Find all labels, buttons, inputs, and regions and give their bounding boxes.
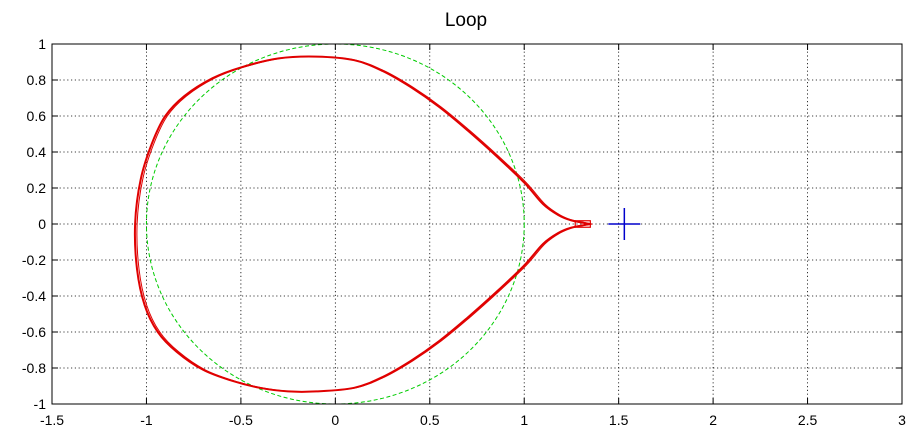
plot-frame <box>51 43 903 405</box>
series-layer <box>133 43 641 405</box>
x-tick-label: 3 <box>898 412 906 428</box>
x-tick-label: 1.5 <box>609 412 629 428</box>
grid <box>52 44 902 404</box>
loop-curve <box>133 55 591 393</box>
x-tick-label: 0.5 <box>420 412 440 428</box>
loop-curve-trace <box>136 56 593 393</box>
y-tick-label: -0.4 <box>22 288 46 304</box>
y-tick-label: 0.4 <box>27 144 47 160</box>
x-tick-label: -0.5 <box>229 412 253 428</box>
tick-layer: -1.5 -1 -0.5 0 0.5 1 1.5 2 2.5 3-1-0.8-0.6-0.4-0.… <box>22 36 906 428</box>
y-tick-label: 0.6 <box>27 108 47 124</box>
x-tick-label: 2 <box>709 412 717 428</box>
y-tick-label: 1 <box>38 36 46 52</box>
y-tick-label: 0.8 <box>27 72 47 88</box>
x-tick-label: 0 <box>331 412 339 428</box>
x-tick-label: -1.5 <box>40 412 64 428</box>
x-tick-label: -1 <box>140 412 153 428</box>
chart-title: Loop <box>445 10 487 31</box>
y-tick-label: -1 <box>34 396 47 412</box>
loop-tail <box>574 220 591 228</box>
y-tick-label: 0 <box>38 216 46 232</box>
x-tick-label: 2.5 <box>798 412 818 428</box>
x-tick-label: 1 <box>520 412 528 428</box>
y-tick-label: -0.6 <box>22 324 46 340</box>
y-tick-label: -0.2 <box>22 252 46 268</box>
y-tick-label: -0.8 <box>22 360 46 376</box>
y-tick-label: 0.2 <box>27 180 47 196</box>
